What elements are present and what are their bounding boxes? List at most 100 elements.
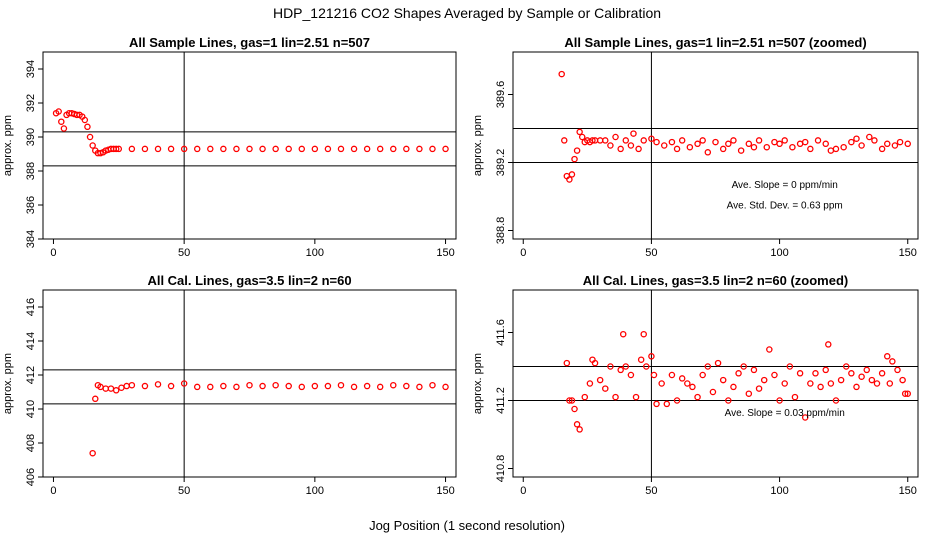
data-point [55, 108, 62, 115]
data-point [704, 149, 712, 156]
data-point [866, 133, 873, 141]
data-point [363, 145, 371, 153]
data-point [725, 140, 732, 148]
figure-xlabel: Jog Position (1 second resolution) [369, 518, 565, 533]
y-tick-label: 411.2 [495, 387, 507, 414]
data-point [699, 137, 706, 144]
data-point [390, 145, 397, 153]
data-point [376, 145, 384, 153]
data-point [576, 426, 583, 433]
y-tick-label: 388.8 [495, 217, 507, 245]
data-point [873, 380, 881, 387]
data-point [578, 133, 586, 141]
data-point [760, 376, 768, 384]
data-point [207, 145, 214, 153]
panel-title: All Cal. Lines, gas=3.5 lin=2 n=60 (zoom… [583, 273, 849, 288]
data-point [886, 380, 894, 387]
data-point [566, 176, 573, 183]
data-point [128, 145, 136, 153]
panels: All Sample Lines, gas=1 lin=2.51 n=507 0 5… [2, 35, 919, 497]
data-point [118, 384, 125, 391]
x-tick-label: 150 [436, 485, 454, 497]
data-point [602, 385, 609, 392]
data-point [617, 145, 624, 153]
data-point [442, 383, 449, 391]
data-point [180, 145, 188, 153]
data-point [650, 371, 658, 379]
data-point [814, 137, 822, 144]
data-point [92, 395, 99, 403]
data-point [709, 388, 717, 396]
data-point [712, 138, 719, 146]
y-tick-label: 384 [25, 230, 37, 248]
data-point [416, 383, 423, 391]
data-point [735, 370, 742, 377]
data-point [878, 145, 886, 153]
data-point [591, 359, 599, 367]
data-point [686, 143, 694, 151]
data-point [858, 142, 865, 149]
y-tick-label: 416 [25, 298, 37, 316]
data-point [619, 330, 627, 338]
data-point [86, 133, 94, 141]
y-tick-label: 390 [25, 128, 37, 146]
y-axis-label: approx. ppm [472, 353, 484, 414]
data-point [763, 143, 771, 151]
data-point [837, 376, 845, 384]
data-point [141, 382, 149, 390]
data-point [60, 125, 68, 132]
data-point [678, 137, 686, 144]
data-point [612, 393, 619, 401]
data-point [678, 375, 686, 382]
data-point [324, 145, 332, 153]
data-point [891, 142, 899, 149]
data-point [154, 145, 162, 153]
y-tick-label: 406 [25, 468, 37, 486]
x-tick-label: 0 [50, 247, 56, 259]
data-point [771, 138, 778, 146]
x-tick-label: 50 [645, 485, 657, 497]
data-point [571, 405, 578, 413]
data-point [259, 145, 266, 153]
data-point [766, 346, 773, 353]
data-point [776, 397, 783, 404]
data-point [827, 147, 835, 154]
data-point [376, 383, 384, 391]
data-point [84, 123, 91, 131]
plot-frame [512, 289, 919, 478]
annotation: Ave. Slope = 0 ppm/min [732, 180, 838, 191]
data-point [141, 145, 149, 153]
data-point [586, 380, 594, 387]
data-point [637, 356, 645, 363]
data-point [863, 366, 870, 374]
data-point [107, 385, 115, 392]
data-point [648, 135, 655, 142]
x-tick-label: 150 [436, 247, 454, 259]
data-point [617, 366, 624, 374]
panel-4: All Cal. Lines, gas=3.5 lin=2 n=60 (zoom… [472, 273, 919, 497]
data-point [663, 400, 671, 408]
data-point [272, 381, 279, 389]
data-point [704, 363, 712, 370]
data-point [750, 366, 758, 374]
data-point [285, 145, 292, 153]
y-tick-label: 410 [25, 400, 37, 418]
data-point [658, 380, 665, 387]
data-point [576, 128, 583, 136]
data-point [725, 397, 732, 404]
x-tick-label: 100 [306, 247, 324, 259]
data-point [668, 138, 676, 146]
x-tick-label: 100 [770, 247, 788, 259]
data-point [643, 363, 650, 370]
data-point [233, 145, 240, 153]
data-point [442, 145, 449, 153]
data-point [571, 155, 578, 163]
data-point [737, 147, 745, 154]
data-point [167, 382, 175, 390]
data-point [180, 380, 188, 387]
data-point [640, 330, 647, 338]
x-tick-label: 50 [178, 485, 190, 497]
panel-3: All Cal. Lines, gas=3.5 lin=2 n=60 0 50 100… [2, 273, 457, 497]
data-point [259, 382, 266, 390]
y-tick-label: 411.6 [495, 319, 507, 346]
